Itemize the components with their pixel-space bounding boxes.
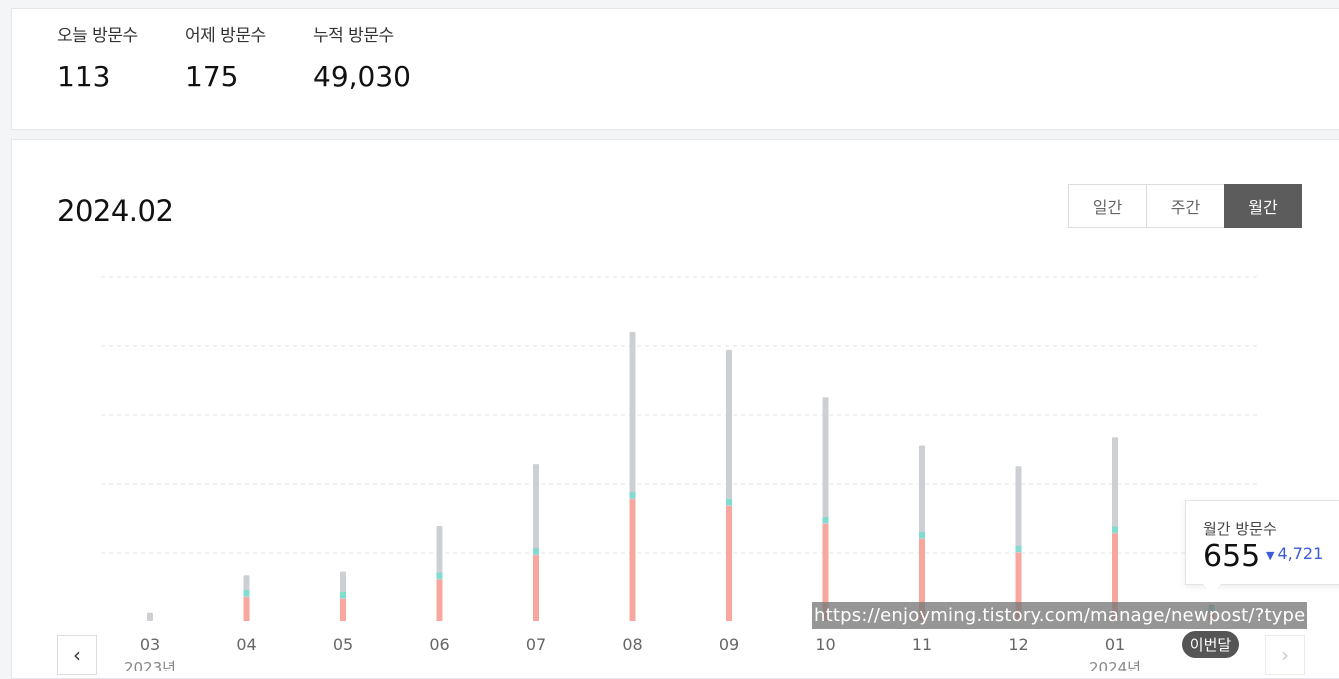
stat-yesterday-label: 어제 방문수: [185, 26, 266, 46]
bar-marker: [340, 591, 346, 598]
bar-visits: [533, 555, 539, 621]
tooltip-label: 월간 방문수: [1203, 520, 1277, 538]
next-button[interactable]: ›: [1265, 635, 1305, 675]
x-tick-label: 12: [1008, 635, 1028, 654]
tooltip-diff-value: 4,721: [1277, 544, 1324, 563]
stat-today: 오늘 방문수 113: [57, 21, 138, 93]
bar-visits: [436, 579, 443, 621]
bar-marker: [629, 492, 636, 499]
stat-today-label: 오늘 방문수: [57, 26, 138, 46]
x-tick-label: 03: [140, 635, 160, 654]
bar-visits: [340, 598, 346, 621]
x-tick-label: 01: [1105, 635, 1125, 654]
stat-total: 누적 방문수 49,030: [313, 21, 411, 93]
bar-marker: [726, 499, 732, 506]
chevron-left-icon: ‹: [73, 643, 81, 667]
bar-visits: [1112, 533, 1118, 621]
tooltip-diff: ▼ 4,721: [1266, 544, 1323, 563]
stat-total-value: 49,030: [313, 60, 411, 93]
chart-tooltip: 월간 방문수 655 ▼ 4,721: [1185, 500, 1339, 585]
x-tick-label: 11: [912, 635, 932, 654]
bar-visits: [1015, 552, 1022, 621]
prev-button[interactable]: ‹: [57, 635, 97, 675]
tab-daily[interactable]: 일간: [1068, 184, 1146, 228]
stats-card: 오늘 방문수 113 어제 방문수 175 누적 방문수 49,030: [11, 8, 1339, 130]
chevron-right-icon: ›: [1281, 643, 1289, 667]
x-year-label: 2023년: [124, 659, 176, 671]
bar-visits: [726, 506, 732, 621]
x-year-label: 2024년: [1089, 659, 1141, 671]
x-tick-label: 04: [236, 635, 256, 654]
bar-visits: [243, 597, 250, 621]
bar-visits: [822, 523, 829, 621]
period-title: 2024.02: [57, 194, 174, 228]
tooltip-tail: [1203, 584, 1221, 593]
url-overlay: https://enjoyming.tistory.com/manage/new…: [812, 602, 1308, 629]
x-tick-label: 10: [815, 635, 835, 654]
stat-yesterday: 어제 방문수 175: [185, 21, 266, 93]
bar-marker: [1015, 545, 1022, 552]
bar-visits: [919, 539, 925, 621]
triangle-down-icon: ▼: [1266, 549, 1275, 562]
period-tabs: 일간 주간 월간: [1068, 184, 1302, 228]
bar-total: [147, 612, 153, 621]
x-tick-label: 09: [719, 635, 739, 654]
bar-visits: [629, 499, 636, 621]
bar-marker: [822, 516, 829, 523]
x-tick-label: 05: [333, 635, 353, 654]
x-tick-label: 07: [526, 635, 546, 654]
bar-marker: [1112, 526, 1118, 533]
current-month-badge: 이번달: [1182, 631, 1239, 658]
stat-yesterday-value: 175: [185, 60, 239, 93]
x-tick-label: 06: [429, 635, 449, 654]
stat-total-label: 누적 방문수: [313, 26, 394, 46]
tab-weekly[interactable]: 주간: [1146, 184, 1224, 228]
bar-marker: [436, 572, 443, 579]
tooltip-value: 655: [1203, 539, 1261, 574]
tab-monthly[interactable]: 월간: [1224, 184, 1302, 228]
bar-marker: [919, 532, 925, 539]
x-tick-label: 08: [622, 635, 642, 654]
stat-today-value: 113: [57, 60, 111, 93]
bar-marker: [243, 590, 250, 597]
bar-marker: [533, 548, 539, 555]
